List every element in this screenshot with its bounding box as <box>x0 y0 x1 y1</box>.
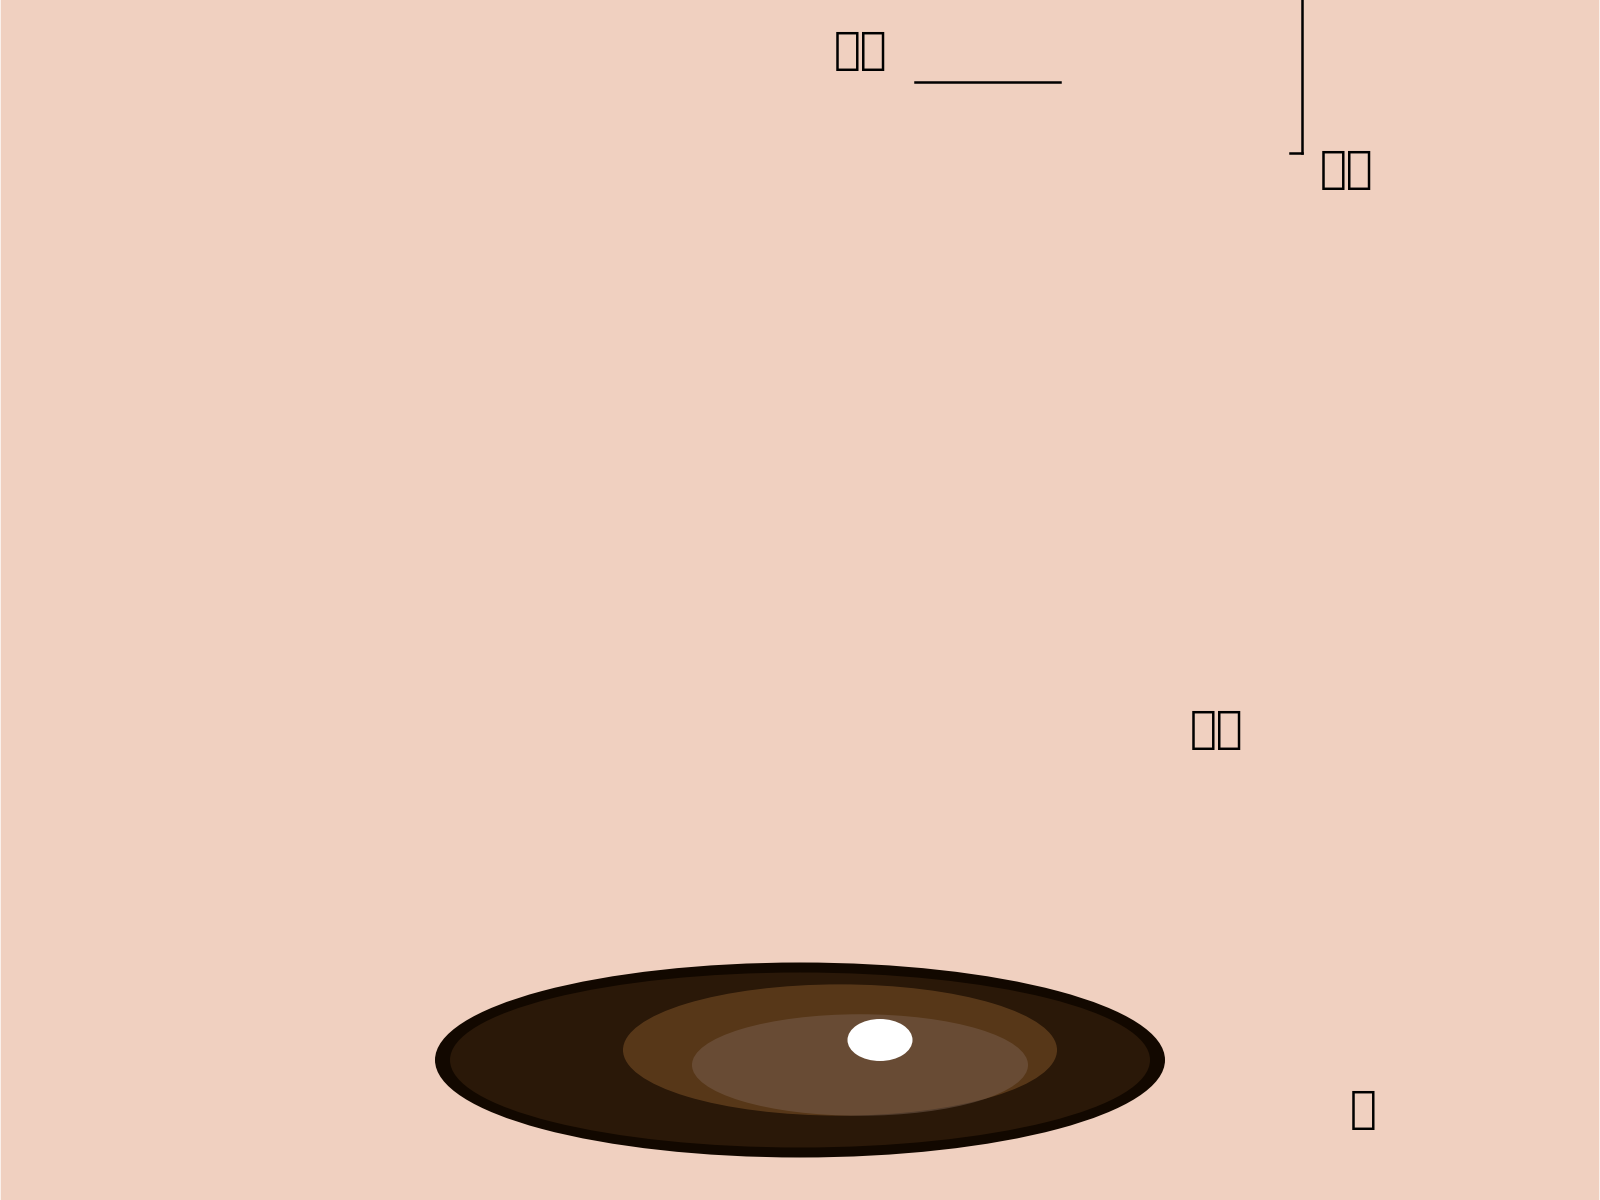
Text: 糸玉: 糸玉 <box>834 29 886 72</box>
Text: 皮膚: 皮膚 <box>1320 148 1373 191</box>
Ellipse shape <box>450 972 1150 1147</box>
Ellipse shape <box>622 984 1058 1116</box>
Ellipse shape <box>435 962 1165 1158</box>
Ellipse shape <box>848 1019 912 1061</box>
Text: 目: 目 <box>1350 1088 1376 1132</box>
Text: 結膜: 結膜 <box>1190 708 1243 751</box>
Ellipse shape <box>691 1014 1027 1116</box>
